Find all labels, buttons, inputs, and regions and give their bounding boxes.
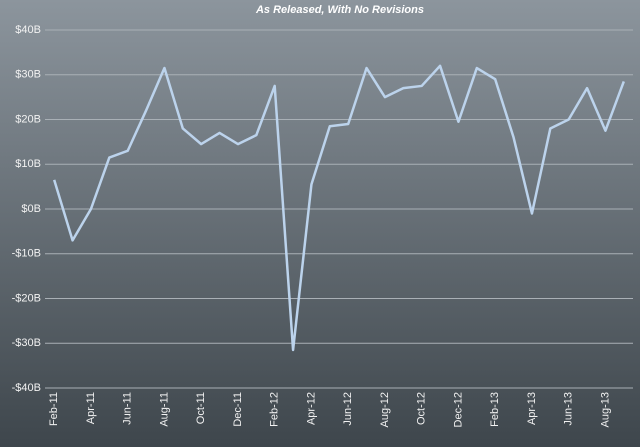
x-tick-label: Aug-12 <box>379 392 391 427</box>
y-tick-label: -$10B <box>12 248 41 260</box>
x-tick-label: Apr-13 <box>526 392 538 425</box>
y-tick-label: -$30B <box>12 337 41 349</box>
x-tick-label: Feb-12 <box>269 392 281 427</box>
x-tick-label: Dec-12 <box>452 392 464 427</box>
x-tick-label: Feb-11 <box>48 392 60 426</box>
y-tick-label: $0B <box>21 203 41 215</box>
x-tick-label: Oct-11 <box>195 392 207 424</box>
x-tick-label: Aug-11 <box>158 392 170 427</box>
y-tick-label: -$20B <box>12 292 41 304</box>
x-tick-label: Apr-11 <box>85 392 97 424</box>
y-tick-label: $30B <box>15 69 41 81</box>
data-line <box>52 64 625 352</box>
x-tick-label: Jun-12 <box>342 392 354 426</box>
y-tick-label: -$40B <box>12 382 41 394</box>
chart-title: As Released, With No Revisions <box>255 4 424 16</box>
x-tick-label: Aug-13 <box>599 392 611 427</box>
x-tick-label: Dec-11 <box>232 392 244 427</box>
y-tick-label: $10B <box>15 158 41 170</box>
x-tick-label: Oct-12 <box>416 392 428 425</box>
y-tick-label: $20B <box>15 113 41 125</box>
x-tick-label: Feb-13 <box>489 392 501 427</box>
y-tick-label: $40B <box>15 24 41 36</box>
x-tick-label: Jun-13 <box>563 392 575 426</box>
x-tick-label: Jun-11 <box>122 392 134 425</box>
x-tick-label: Apr-12 <box>305 392 317 425</box>
